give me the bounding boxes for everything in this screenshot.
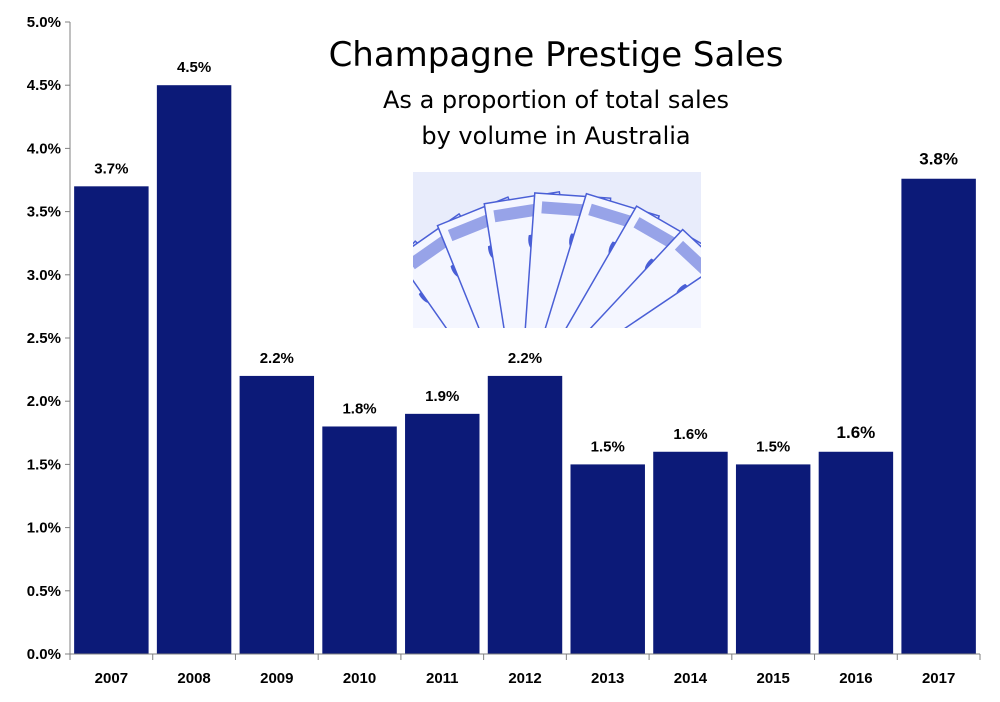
bar [74,186,149,654]
y-tick-label: 2.0% [27,393,61,410]
data-label: 1.6% [837,423,876,442]
y-tick-label: 4.5% [27,77,61,94]
x-tick-label: 2013 [591,670,624,687]
y-tick-label: 1.0% [27,520,61,537]
x-tick-label: 2011 [426,670,459,687]
bar [735,464,811,654]
x-tick-label: 2014 [674,670,708,687]
bar [487,375,563,654]
data-label: 3.7% [94,160,128,177]
chart-title: Champagne Prestige Sales [329,35,784,75]
y-tick-label: 2.5% [27,330,61,347]
data-label: 1.5% [591,438,625,455]
x-tick-label: 2015 [756,670,789,687]
data-label: 3.8% [919,150,958,169]
banknote: 500 [547,261,701,328]
banknote-fan-image: 500500500500500500500500500500 [413,172,701,328]
x-tick-label: 2017 [922,670,955,687]
bar [405,413,480,654]
data-label: 1.6% [673,426,707,443]
data-label: 1.8% [342,400,376,417]
x-tick-label: 2010 [343,670,376,687]
bar [653,451,728,654]
data-label: 2.2% [260,350,294,367]
y-tick-label: 0.5% [27,583,61,600]
bar [239,375,315,654]
x-tick-label: 2016 [839,670,872,687]
chart-subtitle-line-1: As a proportion of total sales [383,86,729,114]
data-label: 4.5% [177,59,211,76]
data-label: 1.9% [425,388,459,405]
x-tick-label: 2012 [508,670,541,687]
x-tick-label: 2008 [177,670,210,687]
y-tick-label: 0.0% [27,646,61,663]
data-label: 2.2% [508,350,542,367]
bars-group [74,85,976,654]
bar [156,85,232,654]
y-tick-label: 5.0% [27,14,61,31]
bar [322,426,397,654]
y-tick-label: 1.5% [27,456,61,473]
y-tick-label: 3.5% [27,204,61,221]
y-axis: 0.0% 0.5% 1.0% 1.5% 2.0% 2.5% 3.0% 3.5% 4.0% 4.5%… [27,14,71,663]
bar [901,178,976,654]
chart-subtitle-line-2: by volume in Australia [421,122,690,150]
data-labels-group: 3.7% 4.5% 2.2% 1.8% 1.9% 2.2% 1.5% 1.6% 1.5% 1.6%… [94,59,958,455]
bar [818,451,894,654]
x-tick-label: 2007 [95,670,128,687]
x-axis: 2007 2008 2009 2010 2011 2012 2013 2014 2015 2016… [69,653,981,687]
bar [570,464,645,654]
data-label: 1.5% [756,438,790,455]
y-tick-label: 3.0% [27,267,61,284]
x-tick-label: 2009 [260,670,293,687]
y-tick-label: 4.0% [27,140,61,157]
